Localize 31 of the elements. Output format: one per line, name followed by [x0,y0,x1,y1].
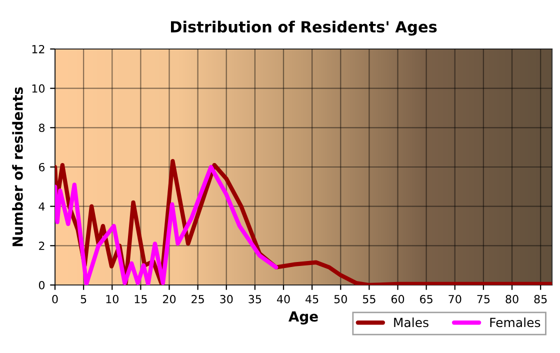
y-tick-label: 0 [38,280,45,290]
y-tick-label: 8 [38,124,45,132]
x-tick-label: 20 [163,294,176,304]
y-tick-label: 6 [38,162,45,172]
y-tick-label: 4 [38,202,45,211]
y-tick-label: 10 [32,84,45,93]
x-tick-label: 10 [106,294,118,304]
x-tick-label: 85 [534,294,547,304]
line-series [55,164,278,285]
x-tick-label: 30 [220,294,233,304]
x-tick-label: 0 [52,294,58,304]
x-tick-label: 70 [448,294,462,304]
y-axis-title: Number of residents [12,87,23,246]
chart-title: Distribution of Residents' Ages [170,20,437,36]
x-tick-label: 15 [134,295,147,304]
legend-label: Females [490,317,540,328]
y-tick-label: 12 [32,44,44,54]
x-tick-label: 55 [362,295,376,304]
x-tick-label: 45 [306,295,318,304]
x-tick-label: 35 [248,294,262,304]
y-tick-label: 2 [39,242,44,250]
x-tick-label: 60 [391,294,404,304]
x-tick-label: 25 [192,294,204,304]
x-tick-label: 40 [276,294,290,304]
x-tick-label: 50 [334,294,347,304]
x-axis-title: Age [288,311,318,324]
x-tick-label: 80 [506,294,518,304]
x-tick-label: 75 [477,295,490,304]
x-tick-label: 5 [80,295,86,304]
legend-label: Males [394,317,428,328]
x-tick-label: 65 [420,294,432,304]
